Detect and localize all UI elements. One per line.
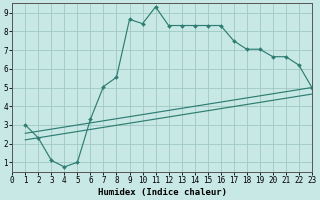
X-axis label: Humidex (Indice chaleur): Humidex (Indice chaleur) bbox=[98, 188, 227, 197]
